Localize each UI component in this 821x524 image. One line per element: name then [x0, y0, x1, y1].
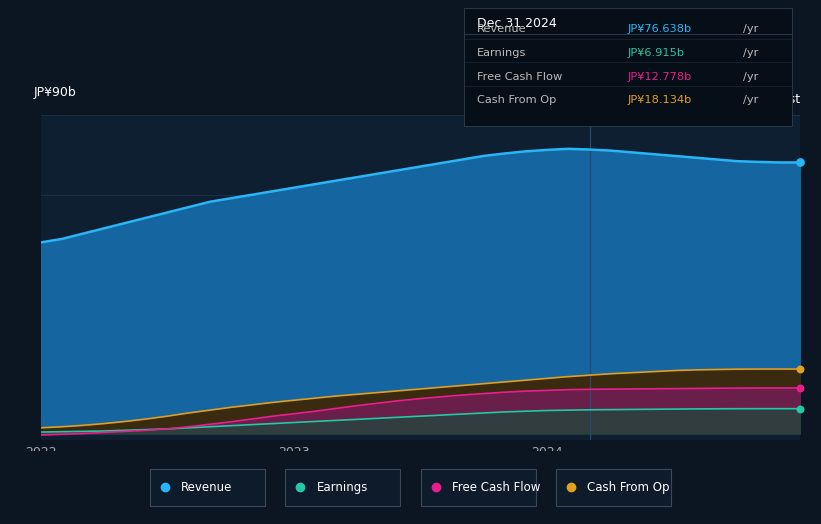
Point	[794, 158, 807, 167]
Text: Dec 31 2024: Dec 31 2024	[477, 17, 557, 30]
FancyBboxPatch shape	[286, 469, 401, 506]
Point	[794, 405, 807, 413]
Text: JP¥0: JP¥0	[34, 453, 61, 466]
Text: Free Cash Flow: Free Cash Flow	[452, 481, 540, 494]
Text: JP¥76.638b: JP¥76.638b	[628, 24, 692, 35]
Point	[794, 384, 807, 392]
Text: /yr: /yr	[743, 95, 759, 105]
FancyBboxPatch shape	[149, 469, 264, 506]
Text: Revenue: Revenue	[181, 481, 232, 494]
Text: JP¥6.915b: JP¥6.915b	[628, 48, 686, 58]
Text: Cash From Op: Cash From Op	[588, 481, 670, 494]
Text: Earnings: Earnings	[317, 481, 368, 494]
Text: Free Cash Flow: Free Cash Flow	[477, 72, 562, 82]
Text: Cash From Op: Cash From Op	[477, 95, 557, 105]
Text: JP¥18.134b: JP¥18.134b	[628, 95, 692, 105]
FancyBboxPatch shape	[421, 469, 536, 506]
Point	[794, 365, 807, 373]
Text: /yr: /yr	[743, 24, 759, 35]
Text: JP¥90b: JP¥90b	[34, 86, 76, 99]
Text: Past: Past	[774, 93, 800, 105]
Text: Earnings: Earnings	[477, 48, 526, 58]
Text: /yr: /yr	[743, 72, 759, 82]
FancyBboxPatch shape	[557, 469, 672, 506]
Text: Revenue: Revenue	[477, 24, 526, 35]
Text: /yr: /yr	[743, 48, 759, 58]
Text: JP¥12.778b: JP¥12.778b	[628, 72, 692, 82]
